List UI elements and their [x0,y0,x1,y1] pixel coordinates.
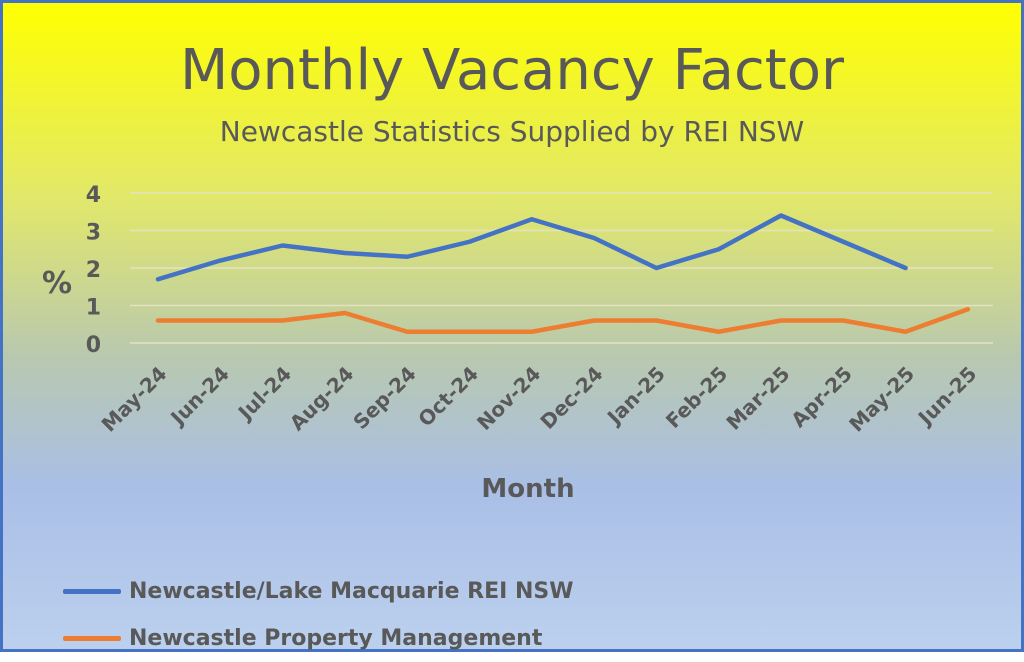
x-tick-label: May-24 [97,362,172,437]
y-tick-label: 4 [86,183,101,208]
x-tick-label: Jan-25 [601,362,670,431]
y-tick-label: 1 [86,296,101,321]
series-line-2 [158,309,968,332]
x-tick-label: Nov-24 [472,362,545,435]
x-tick-label: Aug-24 [285,362,359,436]
x-tick-label: May-25 [844,362,919,437]
x-tick-label: Jun-24 [164,362,233,431]
legend-label-series-1: Newcastle/Lake Macquarie REI NSW [129,579,573,604]
x-axis-label: Month [481,474,574,504]
x-tick-label: Jun-25 [912,362,981,431]
legend-swatch-blue [63,589,121,594]
y-tick-label: 0 [86,333,101,358]
y-axis-label: % [42,266,72,301]
x-tick-label: Feb-25 [661,362,732,433]
y-tick-label: 3 [86,221,101,246]
legend-swatch-orange [63,636,121,641]
y-tick-label: 2 [86,258,101,283]
x-tick-label: Sep-24 [348,362,420,434]
x-tick-label: Oct-24 [413,362,483,432]
x-tick-label: Mar-25 [721,362,794,435]
series-line-1 [158,216,906,280]
legend: Newcastle/Lake Macquarie REI NSW Newcast… [63,568,573,662]
legend-label-series-2: Newcastle Property Management [129,626,542,651]
legend-item-series-1: Newcastle/Lake Macquarie REI NSW [63,568,573,615]
legend-item-series-2: Newcastle Property Management [63,615,573,662]
x-tick-label: Dec-24 [535,362,607,434]
